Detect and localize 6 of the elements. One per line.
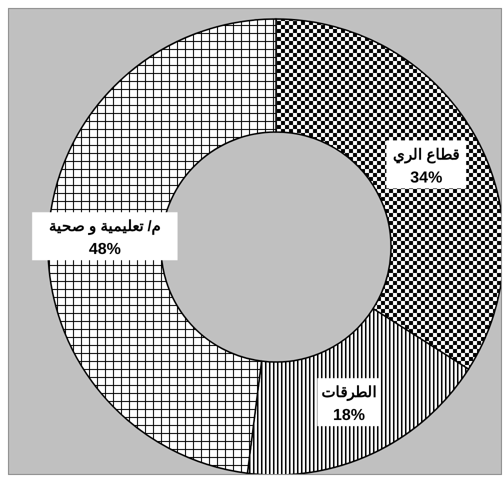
slice-label: قطاع الري (393, 146, 460, 164)
data-label: 34% (410, 169, 442, 186)
data-label: 48% (88, 241, 121, 258)
slice-label: م/ تعليمية و صحية (49, 218, 161, 236)
data-label: 18% (333, 407, 366, 424)
slice-label: الطرقات (322, 384, 377, 402)
